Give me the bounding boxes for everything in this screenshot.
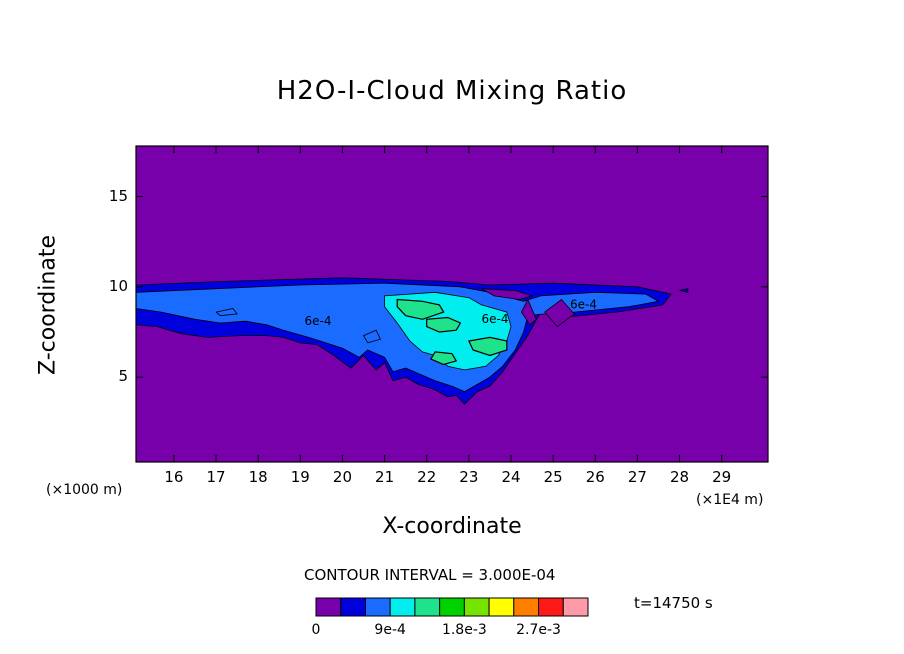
colorbar-swatch [513,597,540,617]
x-tick-label: 19 [290,468,310,486]
x-tick-label: 17 [206,468,226,486]
contour-interval-label: CONTOUR INTERVAL = 3.000E-04 [304,566,556,584]
colorbar-swatch [340,597,366,617]
chart-title: H2O-I-Cloud Mixing Ratio [276,76,628,106]
axis-ticks [136,146,768,462]
colorbar-swatch [389,597,416,617]
colorbar-label: 2.7e-3 [516,622,561,638]
x-tick-label: 25 [543,468,563,486]
x-tick-label: 28 [669,468,690,486]
x-tick-label: 23 [459,468,479,486]
time-label: t=14750 s [634,594,713,612]
contour-region-level-4 [426,316,462,333]
contour-region-level-0 [481,288,534,300]
contour-region-level-4 [396,298,445,320]
colorbar-label: 1.8e-3 [441,622,487,638]
colorbar-swatch [414,597,441,617]
x-unit-left: (×1000 m) [46,482,123,498]
x-tick-label: 26 [585,468,605,486]
y-axis-label: Z-coordinate [35,235,61,375]
colorbar-swatch [538,597,564,617]
x-tick-label: 27 [627,468,647,486]
contour-region-level-0 [521,298,537,326]
colorbar-swatch [364,597,391,617]
colorbar-swatch [562,597,589,617]
x-axis-label: X-coordinate [382,514,522,539]
colorbar [315,597,589,617]
contour-region-level-4 [430,351,458,366]
colorbar-swatch [488,597,515,617]
contour-label: 6e-4 [570,298,597,312]
colorbar-label: 0 [311,622,321,638]
x-tick-label: 21 [375,468,395,486]
x-tick-label: 24 [501,468,521,486]
contour-label: 6e-4 [305,314,332,328]
y-tick-label: 10 [108,276,128,295]
contour-region-level-2 [362,329,381,344]
x-unit-right: (×1E4 m) [696,492,764,508]
contour-region-level-0 [544,298,575,328]
plot-frame [135,145,769,463]
y-tick-label: 15 [108,186,128,205]
contour-region-level-2 [215,308,238,317]
x-tick-label: 18 [248,468,268,486]
contour-label: 6e-4 [481,312,508,326]
colorbar-swatch [315,597,342,617]
x-tick-label: 22 [417,468,437,486]
contour-regions: 6e-4 6e-4 6e-4 [135,146,768,462]
colorbar-swatch [463,597,490,617]
x-tick-label: 29 [712,468,732,486]
colorbar-label: 9e-4 [374,622,406,638]
y-tick-label: 5 [118,367,128,386]
colorbar-swatch [439,597,465,617]
contour-region-level-4 [468,336,508,357]
contour-region-level-1 [679,288,689,293]
x-tick-label: 20 [332,468,352,486]
x-tick-label: 16 [164,468,184,486]
